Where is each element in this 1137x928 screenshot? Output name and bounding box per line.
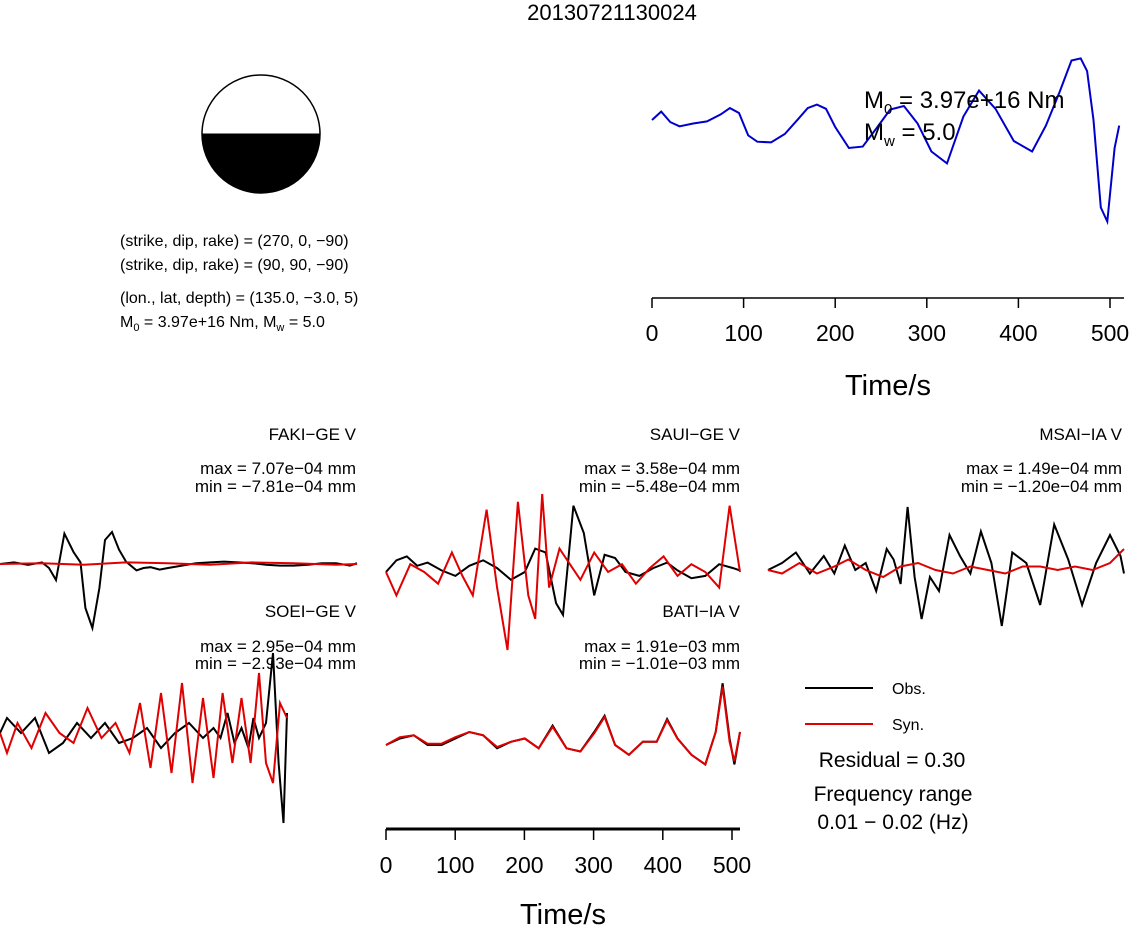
observed-trace xyxy=(385,683,741,767)
legend: Obs. Syn. Residual = 0.30 Frequency rang… xyxy=(805,681,972,834)
min-amplitude-label: min = −1.20e−04 mm xyxy=(961,477,1122,496)
waveform-tick-label: 300 xyxy=(574,852,612,878)
beachball-icon xyxy=(201,74,321,194)
waveform-tick-label: 200 xyxy=(505,852,543,878)
max-amplitude-label: max = 3.58e−04 mm xyxy=(584,459,740,478)
waveform-tick-label: 0 xyxy=(380,852,393,878)
min-amplitude-label: min = −2.93e−04 mm xyxy=(195,654,356,673)
observed-trace xyxy=(385,505,741,619)
waveform-tick-label: 400 xyxy=(644,852,682,878)
station-label: BATI−IA V xyxy=(662,602,740,621)
waveform-x-axis-label: Time/s xyxy=(520,899,606,928)
max-amplitude-label: max = 7.07e−04 mm xyxy=(200,459,356,478)
station-label: SOEI−GE V xyxy=(265,602,357,621)
stf-plot: M0 = 3.97e+16 Nm Mw = 5.0 0 100 200 300 400 5… xyxy=(646,57,1129,402)
max-amplitude-label: max = 1.49e−04 mm xyxy=(966,459,1122,478)
stf-m0-label: M0 = 3.97e+16 Nm xyxy=(864,87,1064,118)
moment-line: M0 = 3.97e+16 Nm, Mw = 5.0 xyxy=(120,314,325,334)
observed-trace xyxy=(0,652,288,824)
min-amplitude-label: min = −7.81e−04 mm xyxy=(195,477,356,496)
min-amplitude-label: min = −5.48e−04 mm xyxy=(579,477,740,496)
station-label: MSAI−IA V xyxy=(1039,425,1122,444)
synthetic-trace xyxy=(767,548,1125,579)
station-label: SAUI−GE V xyxy=(650,425,741,444)
stf-x-axis-label: Time/s xyxy=(845,370,931,402)
max-amplitude-label: max = 1.91e−03 mm xyxy=(584,637,740,656)
min-amplitude-label: min = −1.01e−03 mm xyxy=(579,654,740,673)
figure-title: 20130721130024 xyxy=(527,0,697,25)
residual-label: Residual = 0.30 xyxy=(819,749,966,772)
stf-tick-label: 300 xyxy=(908,320,946,346)
frequency-range-label: Frequency range xyxy=(814,783,973,806)
waveform-tick-label: 500 xyxy=(713,852,751,878)
mechanism-line-1: (strike, dip, rake) = (270, 0, −90) xyxy=(120,233,349,250)
location-line: (lon., lat, depth) = (135.0, −3.0, 5) xyxy=(120,290,358,307)
synthetic-trace xyxy=(385,686,741,767)
observed-trace xyxy=(0,530,358,632)
frequency-range-value: 0.01 − 0.02 (Hz) xyxy=(817,811,968,834)
max-amplitude-label: max = 2.95e−04 mm xyxy=(200,637,356,656)
observed-trace xyxy=(767,506,1125,627)
synthetic-trace xyxy=(385,493,741,651)
stf-tick-label: 500 xyxy=(1091,320,1129,346)
stf-series-line xyxy=(651,57,1121,226)
stf-mw-label: Mw = 5.0 xyxy=(864,119,956,150)
stf-tick-label: 0 xyxy=(646,320,659,346)
synthetic-trace xyxy=(0,561,358,566)
legend-syn-label: Syn. xyxy=(892,717,924,734)
stf-tick-label: 200 xyxy=(816,320,854,346)
synthetic-trace xyxy=(0,672,288,784)
waveform-x-axis: 0 100 200 300 400 500 Time/s xyxy=(380,827,751,928)
legend-obs-label: Obs. xyxy=(892,681,926,698)
station-label: FAKI−GE V xyxy=(269,425,357,444)
mechanism-line-2: (strike, dip, rake) = (90, 90, −90) xyxy=(120,257,349,274)
stf-tick-label: 400 xyxy=(999,320,1037,346)
waveform-tick-label: 100 xyxy=(436,852,474,878)
stf-tick-label: 100 xyxy=(724,320,762,346)
